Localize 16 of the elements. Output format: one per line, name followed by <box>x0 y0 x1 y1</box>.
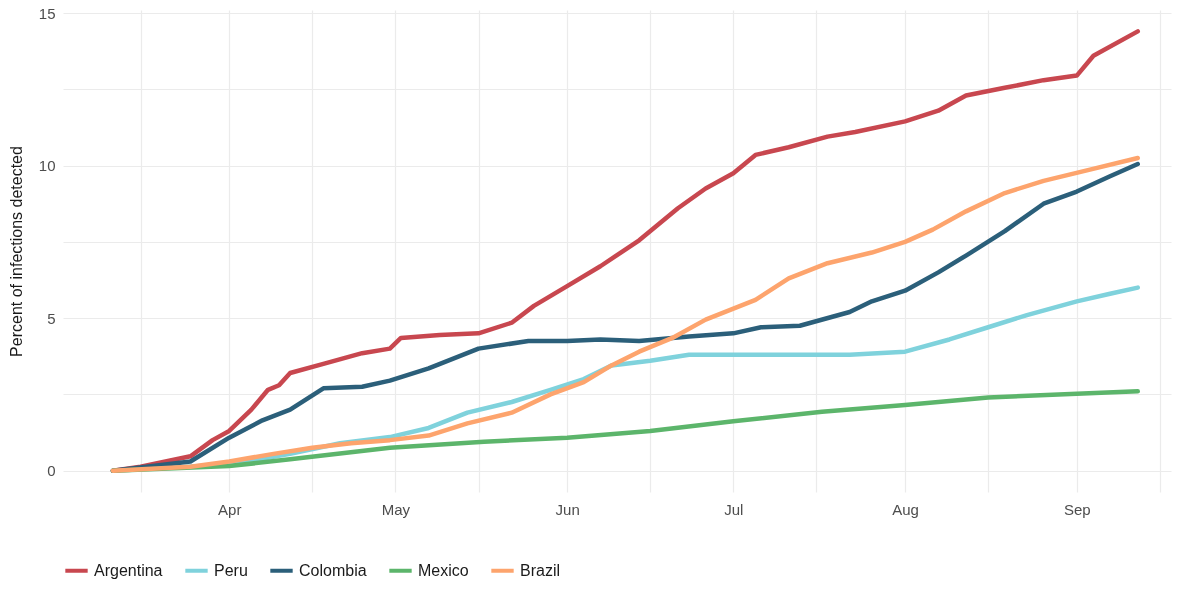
legend-label: Argentina <box>94 561 163 579</box>
x-tick-label: Jul <box>724 500 744 518</box>
legend-label: Colombia <box>299 561 367 579</box>
y-tick-label: 0 <box>47 462 56 480</box>
x-tick-label: Apr <box>218 500 242 518</box>
x-tick-label: Sep <box>1063 500 1091 518</box>
y-tick-label: 10 <box>38 157 56 175</box>
y-axis-title: Percent of infections detected <box>7 146 25 357</box>
x-tick-label: May <box>381 500 411 518</box>
y-tick-label: 15 <box>38 4 56 22</box>
x-tick-label: Jun <box>555 500 580 518</box>
y-tick-label: 5 <box>47 309 56 327</box>
legend-label: Mexico <box>418 561 469 579</box>
legend-label: Brazil <box>520 561 561 579</box>
legend-label: Peru <box>214 561 248 579</box>
x-tick-label: Aug <box>892 500 919 518</box>
